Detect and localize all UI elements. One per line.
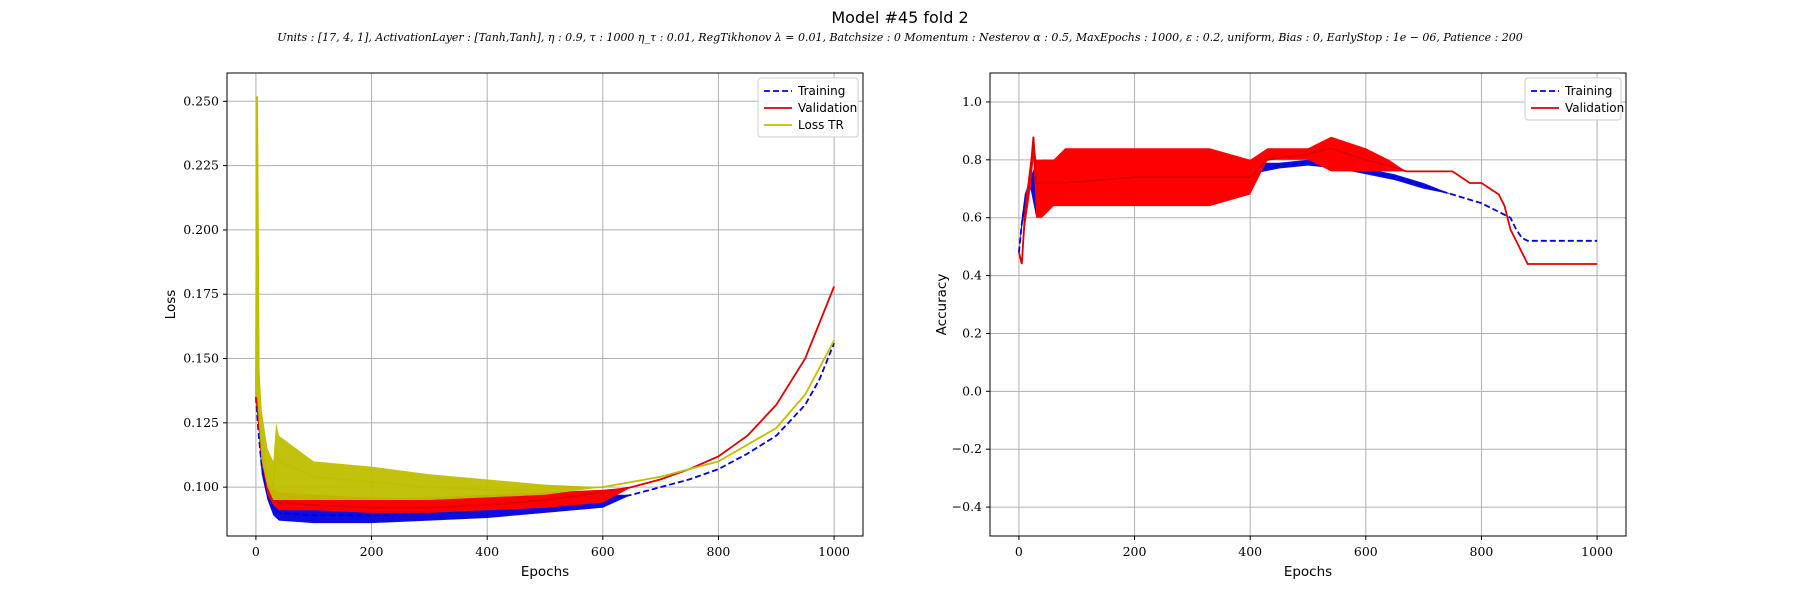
- series-band-loss-tr: [255, 96, 835, 500]
- x-tick-label: 400: [475, 544, 499, 559]
- loss-plot: 0 200 400 600 800 1000 0.100 0.125 0.150 0.175 0.2…: [163, 72, 864, 580]
- x-tick-label: 0: [1015, 544, 1023, 559]
- y-tick-label: 0.6: [962, 210, 982, 225]
- legend-label: Validation: [1565, 101, 1624, 115]
- legend-label: Validation: [798, 101, 857, 115]
- x-tick-label: 800: [1470, 544, 1494, 559]
- x-axis-label: Epochs: [1284, 564, 1332, 580]
- series-band-validation: [1018, 136, 1598, 264]
- accuracy-plot: 0 200 400 600 800 1000 −0.4 −0.2 0.0 0.2 0.4 0.6 0.8…: [934, 72, 1627, 580]
- y-tick-label: 0.200: [183, 222, 219, 237]
- x-tick-label: 1000: [818, 544, 850, 559]
- series-line-loss-tr: [255, 96, 835, 491]
- y-tick-label: −0.2: [952, 441, 982, 456]
- x-tick-label: 600: [591, 544, 615, 559]
- x-tick-label: 800: [707, 544, 731, 559]
- legend: Training Validation Loss TR: [757, 77, 859, 138]
- y-axis-label: Accuracy: [934, 274, 950, 336]
- chart-title: Model #45 fold 2: [831, 8, 969, 27]
- legend-label: Training: [797, 84, 845, 98]
- y-tick-label: 0.0: [962, 383, 982, 398]
- x-tick-label: 400: [1238, 544, 1262, 559]
- y-tick-label: 0.4: [962, 268, 982, 283]
- plot-area: [1018, 136, 1598, 265]
- y-tick-label: 0.8: [962, 152, 982, 167]
- y-tick-label: 0.250: [183, 93, 219, 108]
- legend-box: [757, 77, 859, 138]
- legend-label: Loss TR: [798, 118, 844, 132]
- legend-label: Training: [1564, 84, 1612, 98]
- y-tick-label: 1.0: [962, 94, 982, 109]
- legend-box: [1524, 77, 1622, 121]
- legend: Training Validation: [1524, 77, 1624, 121]
- y-tick-label: 0.225: [183, 158, 219, 173]
- chart-subtitle: Units : [17, 4, 1], ActivationLayer : [T…: [277, 31, 1523, 44]
- axes-frame: [226, 72, 864, 537]
- x-axis-label: Epochs: [521, 564, 569, 580]
- y-tick-label: 0.100: [183, 479, 219, 494]
- y-axis-label: Loss: [163, 290, 179, 320]
- x-tick-label: 200: [1123, 544, 1147, 559]
- series-line-training: [255, 342, 835, 517]
- y-tick-label: 0.125: [183, 415, 219, 430]
- y-tick-label: 0.175: [183, 286, 219, 301]
- y-tick-label: 0.150: [183, 351, 219, 366]
- plot-area: [255, 96, 835, 524]
- y-tick-label: −0.4: [952, 499, 982, 514]
- x-tick-label: 600: [1354, 544, 1378, 559]
- series-line-validation: [1018, 136, 1598, 265]
- y-tick-label: 0.2: [962, 325, 982, 340]
- x-tick-label: 200: [360, 544, 384, 559]
- axes-frame: [989, 72, 1627, 537]
- x-tick-label: 0: [252, 544, 260, 559]
- x-tick-label: 1000: [1581, 544, 1613, 559]
